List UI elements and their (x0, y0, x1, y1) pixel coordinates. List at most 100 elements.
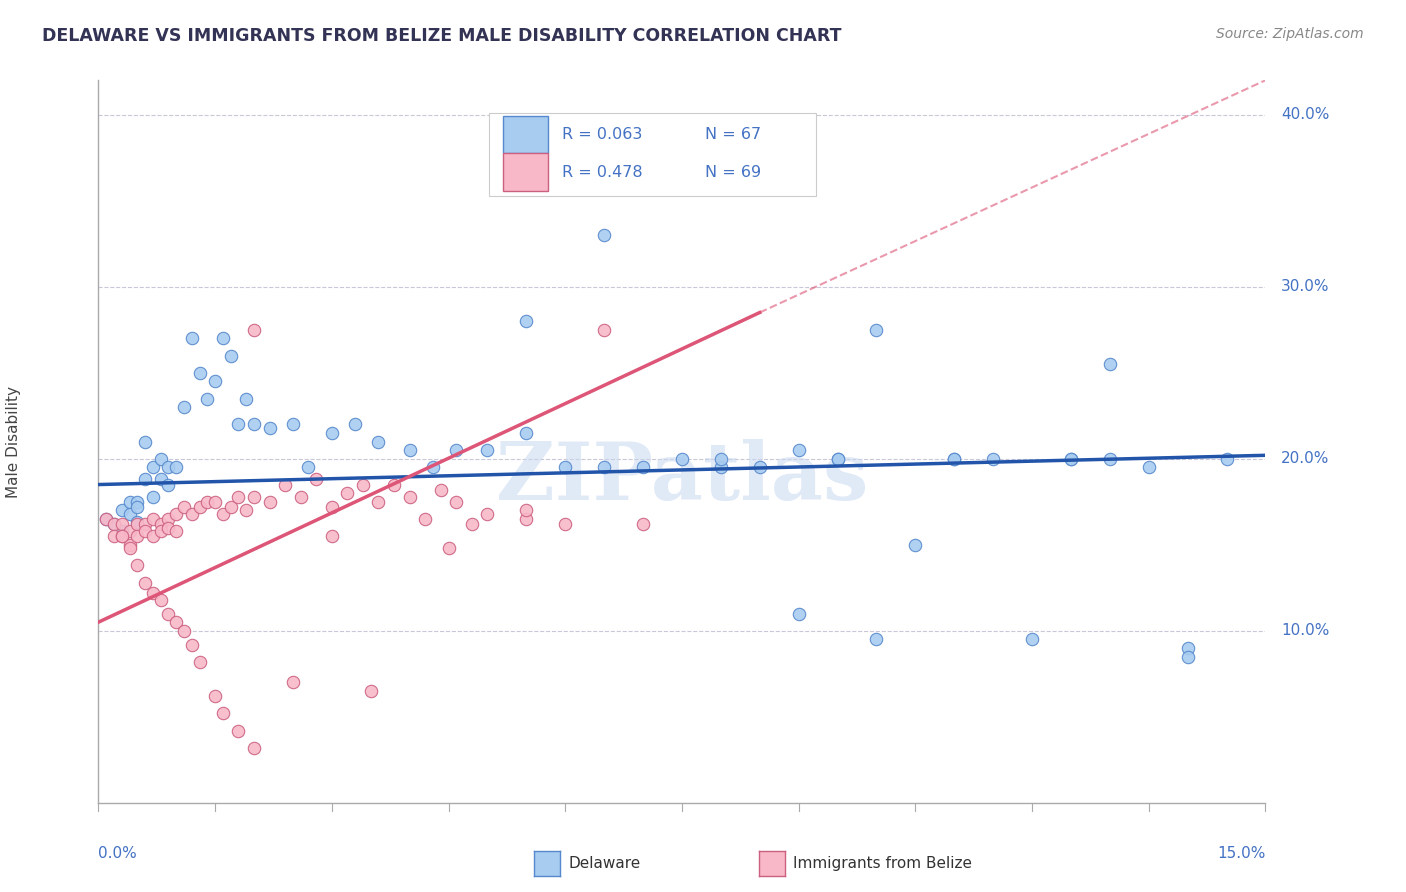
Text: 15.0%: 15.0% (1218, 846, 1265, 861)
Point (631, 517, 654, 532)
Point (321, 500, 343, 514)
Text: Immigrants from Belize: Immigrants from Belize (793, 856, 972, 871)
Point (111, 529, 134, 543)
Point (1060, 451, 1083, 466)
Point (149, 517, 172, 532)
Point (134, 575, 156, 590)
Point (865, 323, 887, 337)
Point (173, 500, 195, 514)
Point (593, 323, 616, 337)
Point (437, 541, 460, 556)
Point (142, 490, 165, 504)
Point (118, 494, 141, 508)
Point (305, 472, 328, 486)
Point (422, 460, 444, 475)
Point (103, 517, 125, 532)
Point (360, 684, 382, 698)
Text: 40.0%: 40.0% (1281, 107, 1329, 122)
Point (259, 494, 281, 508)
Point (367, 494, 389, 508)
Point (118, 538, 141, 552)
Point (904, 538, 927, 552)
Text: ZIPatlas: ZIPatlas (496, 439, 868, 516)
Point (827, 451, 849, 466)
Point (1177, 640, 1199, 655)
Point (173, 400, 195, 414)
Text: 30.0%: 30.0% (1281, 279, 1330, 294)
Point (671, 451, 693, 466)
Point (344, 417, 367, 432)
Point (515, 512, 537, 526)
Text: N = 69: N = 69 (706, 164, 762, 179)
Point (321, 529, 343, 543)
Point (827, 451, 849, 466)
Point (142, 586, 165, 600)
Point (134, 434, 156, 449)
Point (461, 517, 484, 532)
FancyBboxPatch shape (503, 153, 548, 191)
Point (180, 507, 202, 521)
Point (243, 417, 266, 432)
FancyBboxPatch shape (489, 112, 815, 196)
Point (134, 524, 156, 538)
Point (429, 483, 451, 497)
Point (554, 460, 576, 475)
Point (981, 451, 1004, 466)
Point (446, 494, 468, 508)
Point (212, 507, 235, 521)
Point (787, 443, 810, 458)
Text: Male Disability: Male Disability (6, 385, 21, 498)
Point (188, 500, 211, 514)
Point (142, 529, 165, 543)
Point (103, 529, 125, 543)
Point (157, 512, 180, 526)
Point (149, 592, 172, 607)
Text: DELAWARE VS IMMIGRANTS FROM BELIZE MALE DISABILITY CORRELATION CHART: DELAWARE VS IMMIGRANTS FROM BELIZE MALE … (42, 27, 842, 45)
Point (1137, 460, 1160, 475)
Point (1215, 451, 1237, 466)
Point (127, 529, 149, 543)
Point (235, 392, 257, 406)
Point (204, 494, 226, 508)
Point (127, 494, 149, 508)
Point (259, 421, 281, 435)
Point (118, 524, 141, 538)
Point (382, 477, 405, 491)
Point (367, 434, 389, 449)
Point (96, 512, 118, 526)
Point (228, 417, 250, 432)
Point (1177, 649, 1199, 664)
Text: 20.0%: 20.0% (1281, 451, 1329, 467)
Point (118, 541, 141, 556)
Point (219, 349, 242, 363)
Point (710, 460, 733, 475)
Point (111, 503, 134, 517)
Point (180, 638, 202, 652)
Text: 10.0%: 10.0% (1281, 624, 1329, 639)
Point (943, 451, 966, 466)
Point (195, 392, 218, 406)
Point (165, 507, 187, 521)
Point (1060, 451, 1083, 466)
Point (297, 460, 319, 475)
Text: R = 0.063: R = 0.063 (562, 127, 643, 142)
Point (398, 443, 420, 458)
Point (631, 460, 654, 475)
Point (865, 632, 887, 647)
Point (142, 460, 165, 475)
Point (111, 529, 134, 543)
Point (188, 655, 211, 669)
Point (228, 490, 250, 504)
Point (149, 451, 172, 466)
FancyBboxPatch shape (503, 116, 548, 153)
Point (710, 451, 733, 466)
Point (157, 607, 180, 621)
Point (165, 615, 187, 630)
Point (157, 520, 180, 534)
Point (243, 490, 266, 504)
Point (165, 524, 187, 538)
Point (593, 228, 616, 243)
Text: Delaware: Delaware (568, 856, 640, 871)
Point (352, 477, 374, 491)
Point (943, 451, 966, 466)
